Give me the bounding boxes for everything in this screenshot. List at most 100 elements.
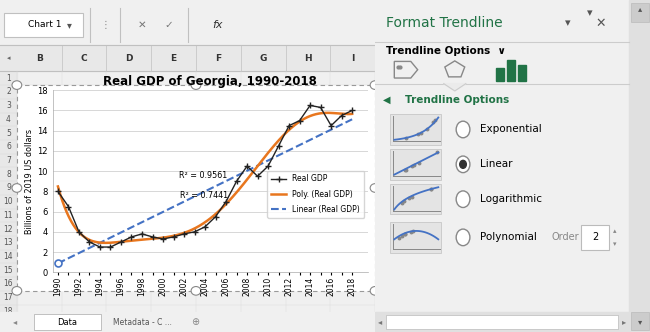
Text: 12: 12 — [4, 225, 13, 234]
Polygon shape — [444, 84, 466, 91]
Bar — [629, 0, 650, 332]
Line: Linear (Real GDP): Linear (Real GDP) — [58, 119, 352, 263]
Text: ✕: ✕ — [138, 20, 147, 30]
Bar — [390, 222, 441, 253]
Text: R² = 0.9561: R² = 0.9561 — [179, 171, 227, 180]
Legend: Real GDP, Poly. (Real GDP), Linear (Real GDP): Real GDP, Poly. (Real GDP), Linear (Real… — [267, 171, 364, 217]
Circle shape — [456, 191, 470, 208]
Text: ▾: ▾ — [612, 241, 616, 247]
Text: ⋮: ⋮ — [100, 20, 110, 30]
Real GDP — [159, 237, 167, 241]
Text: Polynomial: Polynomial — [480, 232, 536, 242]
Real GDP — [86, 240, 94, 244]
Text: Logarithmic: Logarithmic — [480, 194, 541, 204]
Real GDP — [201, 225, 209, 229]
Text: 1: 1 — [6, 74, 11, 83]
Text: I: I — [351, 53, 354, 63]
Text: ◂: ◂ — [6, 55, 10, 61]
Text: 5: 5 — [6, 128, 11, 137]
Text: ◀: ◀ — [384, 95, 391, 105]
Real GDP — [338, 114, 346, 118]
Text: Order: Order — [551, 232, 578, 242]
Line: Poly. (Real GDP): Poly. (Real GDP) — [58, 113, 352, 243]
Text: ▸: ▸ — [622, 317, 626, 327]
Bar — [507, 60, 515, 81]
Circle shape — [12, 81, 21, 89]
Text: ✕: ✕ — [595, 17, 606, 30]
Text: 11: 11 — [4, 211, 13, 220]
Linear (Real GDP) — [266, 157, 274, 161]
Text: Format Trendline: Format Trendline — [386, 16, 502, 30]
Bar — [386, 315, 618, 329]
Poly. (Real GDP) — [348, 112, 356, 116]
Real GDP — [327, 124, 335, 127]
Bar — [630, 3, 649, 22]
Circle shape — [191, 287, 201, 295]
Text: ▾: ▾ — [638, 317, 642, 326]
Bar — [496, 68, 504, 81]
Poly. (Real GDP) — [268, 145, 276, 149]
Circle shape — [370, 81, 380, 89]
Text: 6: 6 — [6, 142, 11, 151]
Text: Data: Data — [57, 317, 77, 327]
Real GDP — [149, 235, 157, 239]
Text: 2: 2 — [6, 87, 11, 97]
Bar — [34, 314, 101, 330]
Text: 9: 9 — [6, 184, 11, 193]
Bar — [518, 65, 527, 81]
Text: Trendline Options  ∨: Trendline Options ∨ — [386, 46, 506, 56]
Real GDP — [138, 232, 146, 236]
Real GDP — [233, 179, 240, 183]
Circle shape — [456, 229, 470, 246]
Real GDP — [348, 109, 356, 113]
Circle shape — [370, 184, 380, 192]
Text: Exponential: Exponential — [480, 124, 541, 134]
Text: D: D — [125, 53, 133, 63]
Text: ▴: ▴ — [612, 228, 616, 234]
Text: 17: 17 — [4, 293, 13, 302]
Poly. (Real GDP) — [324, 111, 332, 115]
Text: 3: 3 — [6, 101, 11, 110]
Real GDP — [212, 215, 220, 219]
Real GDP — [222, 200, 230, 204]
Text: ◂: ◂ — [378, 317, 383, 327]
Text: ▾: ▾ — [67, 20, 72, 30]
Real GDP — [243, 164, 251, 168]
Text: ▾: ▾ — [587, 8, 592, 18]
Poly. (Real GDP) — [54, 185, 62, 189]
Bar — [0, 45, 375, 71]
Text: R² = 0.7441: R² = 0.7441 — [179, 191, 227, 200]
Real GDP — [96, 245, 104, 249]
Real GDP — [190, 230, 198, 234]
Text: 19: 19 — [4, 321, 13, 330]
Text: C: C — [81, 53, 87, 63]
Real GDP — [296, 119, 304, 123]
Bar — [375, 312, 629, 332]
Text: 10: 10 — [4, 197, 13, 206]
Text: Chart 1: Chart 1 — [28, 20, 62, 30]
Poly. (Real GDP) — [90, 239, 97, 243]
Real GDP — [117, 240, 125, 244]
Circle shape — [12, 287, 21, 295]
Title: Real GDP of Georgia, 1990-2018: Real GDP of Georgia, 1990-2018 — [103, 75, 317, 88]
Line: Real GDP: Real GDP — [55, 102, 356, 250]
Bar — [390, 149, 441, 180]
Bar — [0, 312, 375, 332]
Real GDP — [275, 144, 283, 148]
Y-axis label: Billions of 2019 US dollars: Billions of 2019 US dollars — [25, 129, 34, 234]
Text: 16: 16 — [4, 280, 13, 289]
Linear (Real GDP) — [239, 171, 247, 175]
Text: 14: 14 — [4, 252, 13, 261]
Circle shape — [460, 160, 466, 168]
Text: E: E — [170, 53, 177, 63]
Text: 4: 4 — [6, 115, 11, 124]
Bar — [581, 225, 609, 250]
Text: Linear: Linear — [480, 159, 512, 169]
Text: ⊕: ⊕ — [191, 317, 199, 327]
Text: 2: 2 — [592, 232, 598, 242]
Real GDP — [64, 205, 72, 208]
Linear (Real GDP) — [348, 117, 356, 121]
Text: 18: 18 — [4, 307, 13, 316]
Text: G: G — [259, 53, 266, 63]
Bar — [390, 114, 441, 145]
